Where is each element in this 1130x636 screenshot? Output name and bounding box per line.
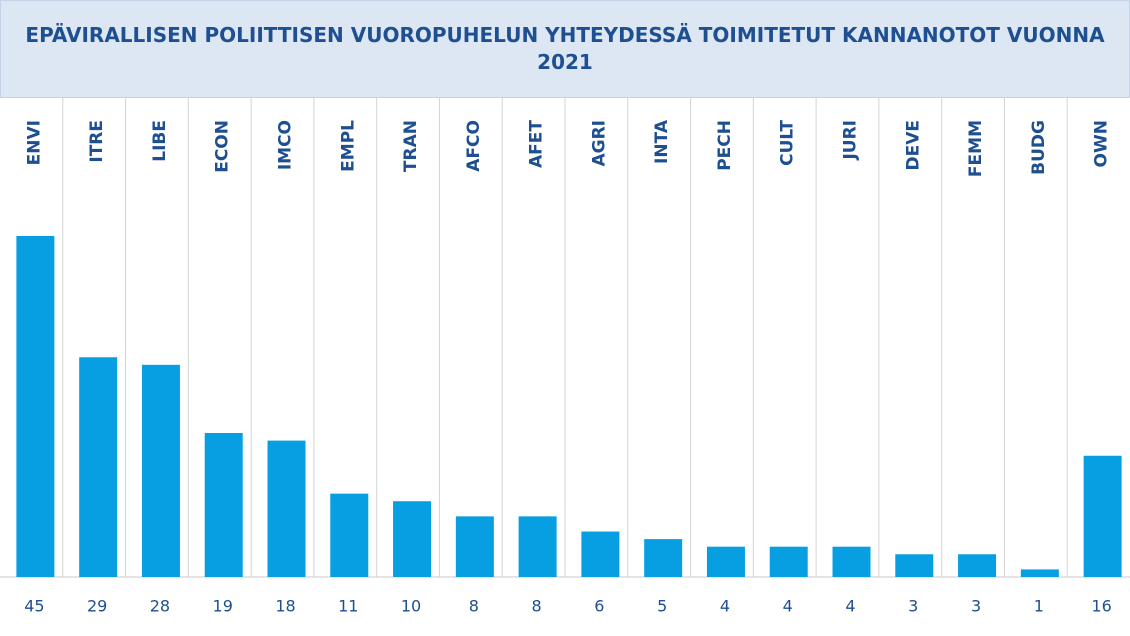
value-label: 11: [338, 597, 358, 616]
category-label: BUDG: [1029, 120, 1049, 175]
bar: [832, 546, 871, 577]
value-label: 4: [783, 597, 793, 616]
title-band: EPÄVIRALLISEN POLIITTISEN VUOROPUHELUN Y…: [0, 0, 1130, 98]
category-label: ECON: [213, 120, 233, 173]
value-label: 10: [401, 597, 421, 616]
value-label: 1: [1034, 597, 1044, 616]
category-label: EMPL: [338, 120, 358, 172]
category-label: PECH: [715, 120, 735, 171]
value-label: 16: [1091, 597, 1111, 616]
category-label: INTA: [652, 119, 672, 164]
bar: [706, 546, 745, 577]
category-label: IMCO: [276, 120, 296, 170]
bar: [330, 493, 369, 577]
category-label: TRAN: [401, 120, 421, 172]
bar: [1083, 455, 1122, 577]
value-label: 19: [213, 597, 233, 616]
category-label: JURI: [841, 120, 861, 161]
value-label: 28: [150, 597, 170, 616]
value-label: 6: [594, 597, 604, 616]
value-label: 8: [532, 597, 542, 616]
value-label: 18: [275, 597, 295, 616]
bar: [958, 554, 997, 577]
bar: [518, 516, 557, 577]
value-label: 3: [971, 597, 981, 616]
category-label: DEVE: [903, 120, 923, 171]
category-label: LIBE: [150, 120, 170, 162]
value-label: 4: [720, 597, 730, 616]
bar: [204, 433, 243, 577]
value-label: 45: [24, 597, 44, 616]
category-label: AGRI: [589, 120, 609, 167]
bar: [895, 554, 934, 577]
bar: [581, 531, 620, 577]
bar: [267, 440, 306, 577]
bar: [769, 546, 808, 577]
category-label: OWN: [1092, 120, 1112, 167]
bar: [79, 357, 118, 577]
bar: [16, 236, 55, 577]
category-label: CULT: [778, 120, 798, 166]
category-label: AFET: [527, 120, 547, 168]
bar: [393, 501, 432, 577]
value-label: 8: [469, 597, 479, 616]
category-label: AFCO: [464, 120, 484, 172]
bar: [1020, 569, 1059, 577]
value-label: 29: [87, 597, 107, 616]
category-label: ENVI: [24, 120, 44, 165]
bar: [644, 539, 683, 577]
bar: [455, 516, 494, 577]
category-label: FEMM: [966, 120, 986, 177]
bar: [141, 364, 180, 577]
value-label: 3: [908, 597, 918, 616]
value-label: 5: [657, 597, 667, 616]
category-label: ITRE: [87, 120, 107, 163]
chart-title: EPÄVIRALLISEN POLIITTISEN VUOROPUHELUN Y…: [25, 23, 1105, 74]
value-label: 4: [845, 597, 855, 616]
